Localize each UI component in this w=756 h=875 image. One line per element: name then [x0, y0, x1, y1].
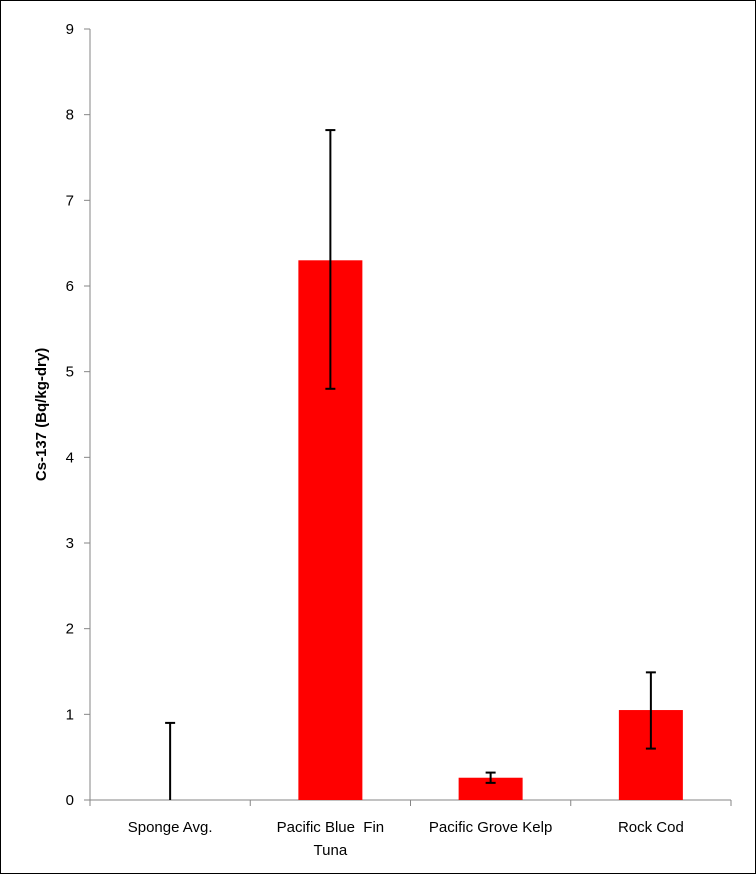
x-category-label: Tuna — [314, 842, 348, 859]
y-tick-label: 5 — [66, 364, 74, 381]
y-tick-label: 4 — [66, 449, 74, 466]
x-category-label: Sponge Avg. — [128, 819, 213, 836]
y-tick-label: 1 — [66, 706, 74, 723]
y-tick-label: 2 — [66, 621, 74, 638]
y-tick-label: 0 — [66, 792, 74, 809]
x-category-label: Rock Cod — [618, 819, 684, 836]
y-tick-label: 6 — [66, 278, 74, 295]
bar — [458, 777, 523, 800]
y-tick-label: 3 — [66, 535, 74, 552]
x-category-label: Pacific Grove Kelp — [429, 819, 552, 836]
y-tick-label: 8 — [66, 107, 74, 124]
y-tick-label: 9 — [66, 21, 74, 38]
y-axis-label: Cs-137 (Bq/kg-dry) — [33, 348, 50, 481]
y-tick-label: 7 — [66, 192, 74, 209]
x-category-label: Pacific Blue Fin — [277, 819, 385, 836]
